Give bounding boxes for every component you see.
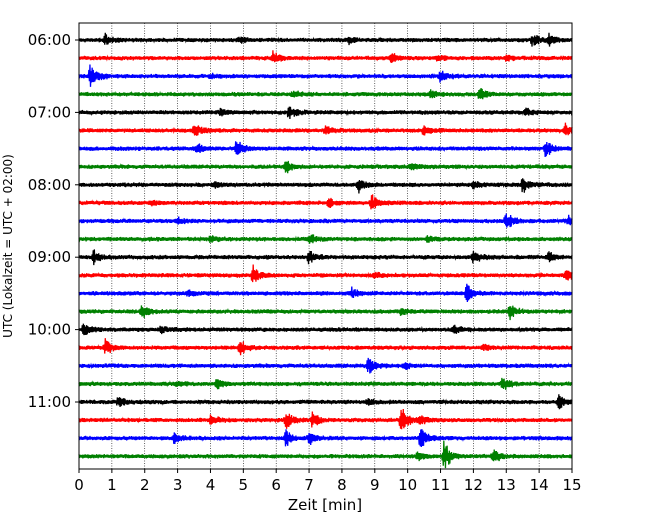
x-tick-label: 15 [562,476,581,494]
y-tick-label: 09:00 [28,248,71,266]
seismogram-trace [78,234,573,244]
x-tick-label: 5 [239,476,249,494]
y-tick-label: 08:00 [28,176,71,194]
seismogram-trace [78,122,573,136]
x-tick-label: 14 [530,476,549,494]
seismogram-trace [78,87,573,100]
x-tick-label: 4 [206,476,216,494]
x-tick-label: 13 [497,476,516,494]
x-tick-label: 9 [370,476,380,494]
seismogram-trace [78,141,573,158]
x-axis-label: Zeit [min] [288,496,362,514]
vertical-gridlines [111,23,540,469]
x-tick-label: 10 [398,476,417,494]
y-tick-label: 07:00 [28,103,71,121]
seismogram-trace [78,394,573,410]
y-axis-label: UTC (Lokalzeit = UTC + 02:00) [1,154,15,338]
x-tick-label: 0 [74,476,84,494]
seismogram-trace [78,194,573,210]
seismogram-trace [78,64,573,87]
seismogram-trace [78,338,573,356]
y-tick-label: 10:00 [28,321,71,339]
seismogram-trace [78,440,573,469]
x-tick-label: 7 [304,476,314,494]
seismogram-trace [78,50,573,64]
seismogram-trace [78,377,573,390]
x-tick-label: 6 [271,476,281,494]
y-axis-ticks: 06:00 07:00 08:00 09:00 10:00 11:00 [28,31,79,411]
plot-frame [78,22,573,470]
seismogram-trace [78,178,573,194]
seismogram-trace [78,323,573,336]
x-axis-ticks: 0 1 2 3 4 5 6 7 8 9 10 11 12 13 14 15 [74,469,582,494]
x-tick-label: 8 [337,476,347,494]
x-tick-label: 3 [173,476,183,494]
seismogram-trace [78,357,573,374]
x-tick-label: 11 [431,476,450,494]
y-tick-label: 06:00 [28,31,71,49]
seismogram-trace [78,264,573,283]
seismogram-trace [78,305,573,321]
x-tick-label: 12 [464,476,483,494]
seismogram-trace [78,32,573,47]
seismogram-trace [78,106,573,119]
seismogram-trace [78,283,573,303]
seismogram-trace [78,213,573,228]
seismogram-traces [78,32,573,469]
seismogram-trace [78,409,573,430]
seismogram-trace [78,429,573,447]
seismogram-trace [78,160,573,174]
y-tick-label: 11:00 [28,393,71,411]
x-tick-label: 1 [107,476,117,494]
x-tick-label: 2 [140,476,150,494]
seismogram-trace [78,249,573,266]
